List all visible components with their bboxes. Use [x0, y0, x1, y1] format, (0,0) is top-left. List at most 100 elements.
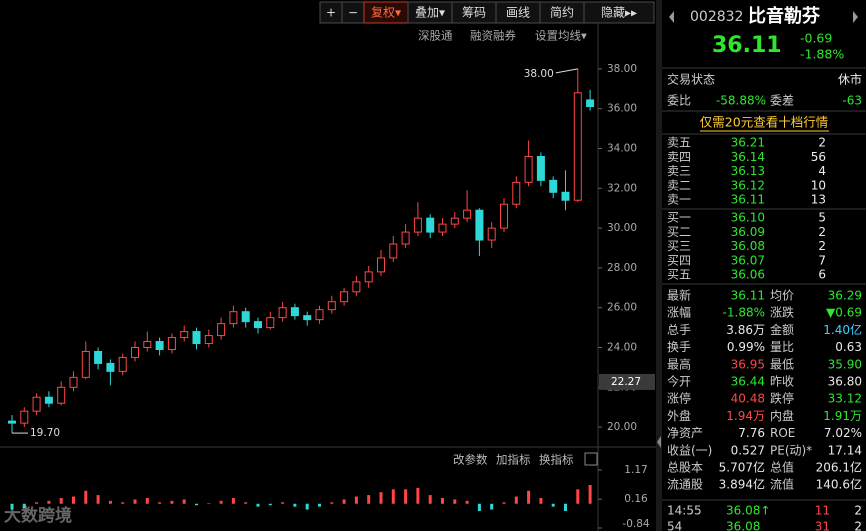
- stat-value: 7.76: [738, 426, 765, 440]
- macd-bar: [330, 502, 334, 504]
- stat-label: 净资产: [667, 426, 703, 440]
- toolbar-label[interactable]: +: [326, 6, 336, 20]
- macd-bar: [490, 503, 494, 510]
- book-price: 36.07: [731, 253, 765, 267]
- stat-label: 总值: [770, 460, 794, 475]
- candle-body: [438, 223, 447, 233]
- stat-label: 涨停: [667, 391, 691, 406]
- macd-bar: [84, 490, 88, 504]
- toolbar-label[interactable]: 画线: [506, 6, 530, 20]
- macd-bar: [121, 502, 125, 504]
- stat-label: 总股本: [667, 461, 703, 475]
- book-volume: 4: [818, 164, 826, 178]
- candle-body: [450, 217, 459, 225]
- macd-bar: [22, 503, 26, 509]
- y-tick-label: -0.84: [622, 518, 649, 530]
- candle-body: [143, 341, 152, 349]
- macd-bar: [219, 500, 223, 504]
- indicator-button[interactable]: 加指标: [496, 453, 531, 467]
- toolbar-label[interactable]: 复权▾: [371, 6, 401, 20]
- candle-body: [20, 410, 29, 424]
- candle-body: [106, 362, 115, 372]
- candle-body: [192, 331, 201, 345]
- candle-body: [475, 209, 484, 241]
- status-value: 休市: [838, 72, 862, 87]
- stat-value: 40.48: [731, 392, 765, 406]
- y-tick-label: 24.00: [607, 342, 637, 354]
- candle-body: [315, 309, 324, 321]
- stock-name: 比音勒芬: [748, 5, 821, 27]
- sub-toolbar-link[interactable]: 融资融券: [470, 29, 516, 43]
- macd-bar: [293, 503, 297, 507]
- macd-bar: [404, 489, 408, 504]
- candle-body: [352, 281, 361, 293]
- macd-bar: [145, 497, 149, 504]
- stat-value: 17.14: [828, 443, 862, 457]
- prev-stock[interactable]: [669, 11, 674, 23]
- book-price: 36.13: [731, 164, 765, 178]
- book-volume: 13: [811, 193, 826, 207]
- promo-link[interactable]: 仅需20元查看十档行情: [700, 115, 828, 130]
- book-level: 卖四: [667, 150, 691, 164]
- book-price: 36.21: [731, 136, 765, 150]
- toolbar-button[interactable]: [583, 1, 655, 24]
- toolbar-label[interactable]: 叠加▾: [415, 6, 445, 20]
- y-tick-label: 26.00: [607, 302, 637, 314]
- candle-body: [463, 209, 472, 219]
- diff-label: 委差: [770, 94, 794, 108]
- collapse-arrow[interactable]: [657, 436, 661, 448]
- stat-label: 最低: [770, 357, 794, 371]
- macd-bar: [354, 496, 358, 504]
- candle-body: [278, 307, 287, 319]
- candle-body: [229, 311, 238, 325]
- sub-toolbar-link[interactable]: 设置均线▾: [535, 29, 587, 43]
- macd-bar: [47, 500, 51, 504]
- stat-value: 140.6亿: [816, 477, 862, 492]
- candle-body: [561, 191, 570, 201]
- book-level: 卖二: [667, 178, 691, 192]
- book-volume: 7: [818, 253, 826, 267]
- next-stock[interactable]: [853, 11, 858, 23]
- candle-body: [364, 271, 373, 283]
- macd-bar: [379, 492, 383, 504]
- toolbar-label[interactable]: 隐藏▸▸: [601, 6, 637, 20]
- cursor-price-label: 22.27: [611, 376, 641, 388]
- last-price: 36.11: [712, 33, 782, 58]
- indicator-button[interactable]: 改参数: [453, 453, 488, 467]
- candle-body: [512, 181, 521, 205]
- stat-label: 跌停: [770, 391, 794, 406]
- stat-value: -1.88%: [723, 306, 765, 320]
- stat-label: 涨幅: [667, 305, 691, 320]
- toolbar-label[interactable]: 筹码: [462, 6, 486, 20]
- toolbar-label[interactable]: 简约: [550, 5, 574, 20]
- stock-code: 002832: [690, 9, 743, 25]
- macd-bar: [305, 503, 309, 510]
- macd-bar: [256, 503, 260, 507]
- book-level: 买二: [667, 225, 691, 239]
- candle-body: [426, 217, 435, 233]
- stat-value: 3.86万: [726, 323, 765, 337]
- y-tick-label: 34.00: [607, 143, 637, 155]
- candle-body: [204, 335, 213, 345]
- stat-label: 昨收: [770, 375, 794, 389]
- candle-body: [81, 350, 90, 378]
- stat-value: 0.63: [835, 340, 862, 354]
- book-level: 卖一: [667, 193, 691, 207]
- toolbar-label[interactable]: −: [348, 6, 358, 20]
- indicator-button[interactable]: 换指标: [539, 453, 574, 467]
- sub-toolbar-link[interactable]: 深股通: [418, 29, 453, 43]
- y-tick-label: 36.00: [607, 103, 637, 115]
- macd-bar: [391, 489, 395, 504]
- stat-label: 换手: [667, 340, 691, 354]
- candle-body: [254, 321, 262, 329]
- book-price: 36.12: [731, 178, 765, 192]
- price-change-pct: -1.88%: [800, 47, 844, 62]
- stat-label: PE(动)*: [770, 443, 812, 457]
- tick-volume: 11: [815, 504, 830, 518]
- macd-bar: [514, 496, 518, 504]
- close-indicator[interactable]: [584, 452, 598, 466]
- stat-label: 流值: [770, 477, 794, 492]
- tick-price: 36.08↑: [726, 504, 770, 518]
- candle-body: [401, 231, 410, 245]
- macd-bar: [367, 495, 371, 504]
